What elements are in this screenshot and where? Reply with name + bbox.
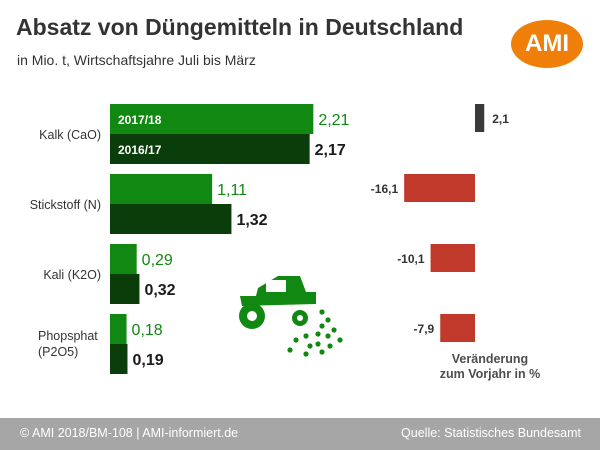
bar-2017-18: [110, 174, 213, 204]
data-label: 0,29: [142, 252, 173, 269]
footer-source: Quelle: Statistisches Bundesamt: [401, 426, 581, 440]
category-label: Phopsphat (P2O5): [38, 329, 98, 359]
tractor-spreading-icon: [239, 276, 343, 357]
category-label: Kalk (CaO): [39, 128, 101, 142]
change-label: -16,1: [371, 182, 399, 196]
bar-2017-18: [110, 314, 127, 344]
change-bar: [430, 244, 475, 272]
bar-2016-17: [110, 134, 310, 164]
chart-canvas: Kalk (CaO) 2,21 2017/18 2,17 2016/17 Sticksto…: [30, 104, 509, 374]
change-bar: [404, 174, 475, 202]
change-axis-label: Veränderung zum Vorjahr in %: [420, 352, 560, 382]
change-label-line2: zum Vorjahr in %: [439, 367, 541, 381]
bar-2016-17: [110, 274, 140, 304]
bar-2016-17: [110, 204, 232, 234]
data-label: 1,11: [217, 182, 247, 199]
bar-2017-18: [110, 244, 137, 274]
change-label-line1: Veränderung: [451, 352, 529, 366]
series-label: 2016/17: [118, 143, 162, 157]
data-label: 0,18: [132, 322, 163, 339]
change-bar: [475, 104, 485, 132]
footer-bar: © AMI 2018/BM-108 | AMI-informiert.de Qu…: [0, 418, 600, 450]
bar-2017-18: [110, 104, 314, 134]
chart-title: Absatz von Düngemitteln in Deutschland: [16, 14, 464, 40]
chart-subtitle: in Mio. t, Wirtschaftsjahre Juli bis Mär…: [17, 52, 256, 68]
series-label: 2017/18: [118, 113, 162, 127]
change-label: 2,1: [492, 112, 509, 126]
category-label: Kali (K2O): [43, 268, 101, 282]
data-label: 2,21: [318, 112, 349, 129]
bar-2016-17: [110, 344, 128, 374]
data-label: 0,19: [132, 352, 163, 369]
data-label: 2,17: [315, 142, 346, 159]
change-label: -7,9: [414, 322, 435, 336]
footer-copyright: © AMI 2018/BM-108 | AMI-informiert.de: [20, 426, 239, 440]
category-label: Stickstoff (N): [30, 198, 101, 212]
data-label: 0,32: [144, 282, 175, 299]
change-bar: [440, 314, 475, 342]
ami-logo: AMI: [511, 20, 583, 68]
change-label: -10,1: [397, 252, 425, 266]
data-label: 1,32: [236, 212, 267, 229]
